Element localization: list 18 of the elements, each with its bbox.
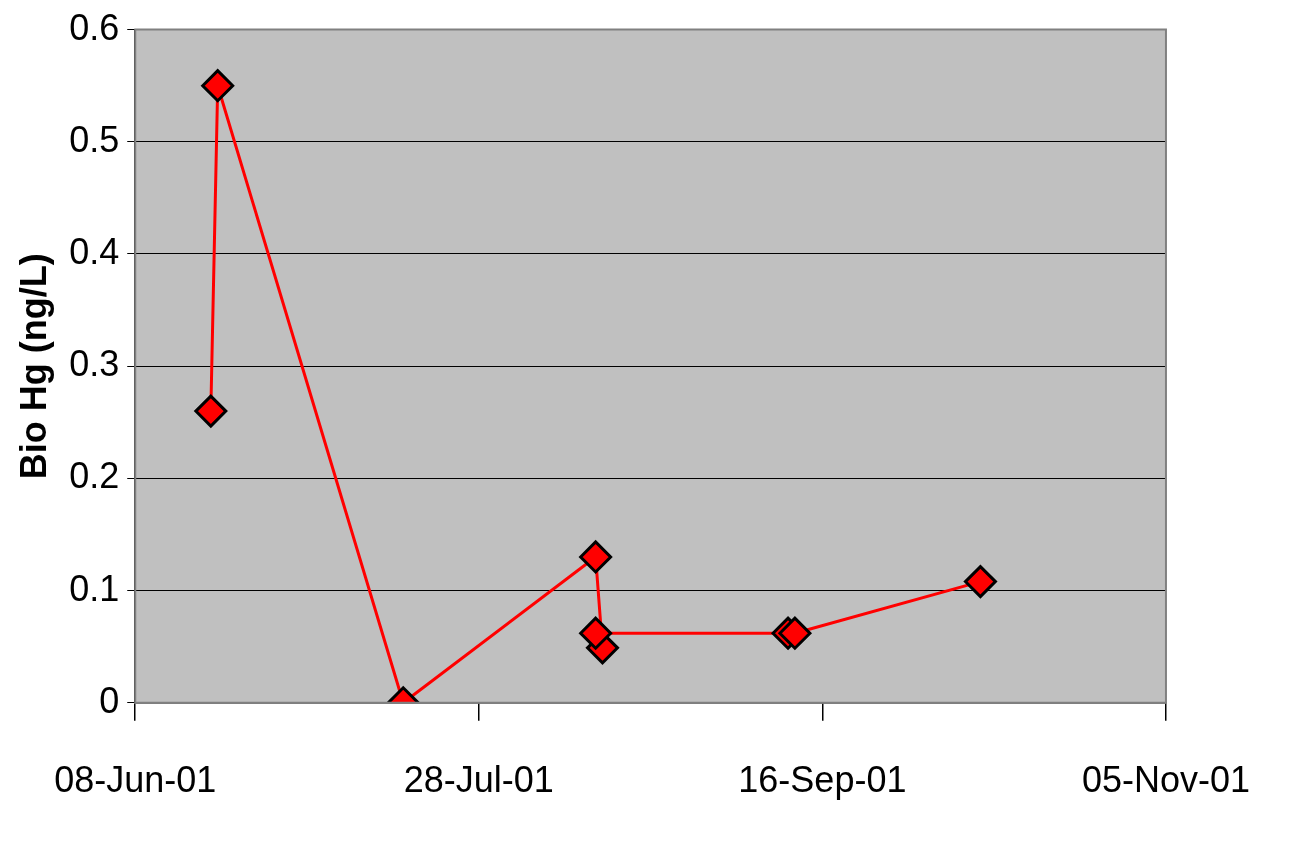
x-tick-label: 28-Jul-01 bbox=[403, 759, 554, 801]
y-tick-label: 0.6 bbox=[69, 6, 120, 48]
point bbox=[963, 565, 997, 599]
point bbox=[778, 616, 812, 650]
x-tick-label: 05-Nov-01 bbox=[1081, 759, 1251, 801]
y-tick-label: 0.2 bbox=[69, 455, 120, 497]
point bbox=[194, 394, 228, 428]
point bbox=[579, 616, 613, 650]
point bbox=[201, 69, 235, 103]
y-tick-label: 0 bbox=[99, 679, 120, 721]
x-tick-label: 16-Sep-01 bbox=[738, 759, 907, 801]
y-axis-title: Bio Hg (ng/L) bbox=[12, 253, 54, 480]
y-tick-label: 0.3 bbox=[69, 343, 120, 385]
x-tick-label: 08-Jun-01 bbox=[54, 759, 217, 801]
point bbox=[579, 540, 613, 574]
y-tick-label: 0.1 bbox=[69, 567, 120, 609]
y-tick-label: 0.4 bbox=[69, 230, 120, 272]
y-tick-label: 0.5 bbox=[69, 118, 120, 160]
